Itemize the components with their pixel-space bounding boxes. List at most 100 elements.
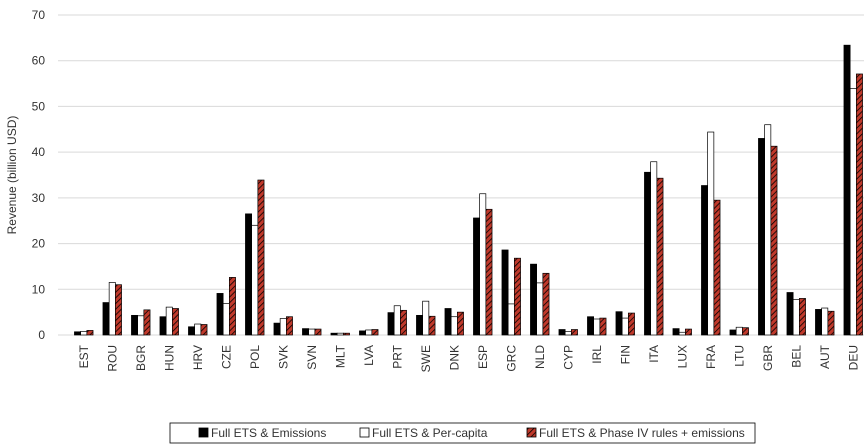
x-tick-label: POL <box>248 345 262 369</box>
x-tick-label: LTU <box>732 345 746 367</box>
x-tick-label: MLT <box>333 344 347 368</box>
x-tick-label: ESP <box>476 345 490 369</box>
bar <box>587 316 595 336</box>
x-tick-label: LUX <box>675 345 689 368</box>
bar <box>273 322 281 336</box>
bar <box>172 308 179 336</box>
legend-label: Full ETS & Emissions <box>211 426 326 440</box>
bar <box>764 124 772 336</box>
bar <box>302 328 310 336</box>
bar <box>444 308 452 336</box>
bar <box>501 249 509 336</box>
x-tick-label: NLD <box>533 345 547 369</box>
bar <box>713 199 721 336</box>
y-tick-label: 50 <box>32 99 46 113</box>
x-tick-label: ITA <box>647 345 661 363</box>
legend-swatch <box>526 427 537 438</box>
x-tick-label: BEL <box>789 345 803 368</box>
legend-label: Full ETS & Per-capita <box>372 426 488 440</box>
bar <box>457 311 464 336</box>
bar <box>245 213 252 336</box>
bar <box>570 329 578 336</box>
y-tick-label: 20 <box>32 237 46 251</box>
bar <box>729 329 737 336</box>
bar <box>530 263 538 336</box>
bar <box>102 302 110 336</box>
y-tick-label: 30 <box>32 191 46 205</box>
bar <box>86 330 94 336</box>
bar <box>507 303 515 336</box>
bar <box>536 282 544 336</box>
x-tick-label: FRA <box>704 345 718 369</box>
bar <box>257 179 265 336</box>
x-tick-label: ROU <box>105 345 119 372</box>
bar <box>650 161 658 336</box>
x-tick-label: GBR <box>761 345 775 371</box>
bar <box>188 326 195 336</box>
bar <box>770 145 778 336</box>
legend-swatch <box>359 427 370 438</box>
bar <box>815 309 823 336</box>
bar <box>450 316 458 336</box>
x-tick-label: HRV <box>191 345 205 370</box>
y-tick-label: 70 <box>32 8 46 22</box>
x-tick-label: PRT <box>390 344 404 368</box>
bar <box>159 316 167 336</box>
x-tick-label: SVN <box>305 345 319 370</box>
bar <box>656 177 664 336</box>
bar <box>137 315 145 336</box>
bar <box>165 306 173 336</box>
bar <box>855 73 863 336</box>
bar <box>758 138 766 336</box>
x-tick-label: EST <box>77 344 91 368</box>
bar <box>251 224 259 336</box>
bar <box>542 272 550 336</box>
bar <box>843 44 851 336</box>
x-tick-label: FIN <box>618 345 632 364</box>
x-tick-label: LVA <box>362 345 376 366</box>
y-tick-label: 10 <box>32 282 46 296</box>
bar <box>821 307 829 336</box>
bar <box>200 324 208 336</box>
x-tick-label: GRC <box>504 345 518 372</box>
bar <box>308 328 316 336</box>
x-tick-label: CZE <box>219 345 233 369</box>
bar <box>701 185 709 336</box>
bar <box>615 311 623 336</box>
bar <box>359 330 367 336</box>
bar <box>108 282 116 336</box>
bar <box>786 292 794 336</box>
x-tick-label: IRL <box>590 345 604 364</box>
bar <box>74 331 81 336</box>
bar <box>798 298 806 336</box>
bar <box>678 331 686 336</box>
bar <box>143 309 151 336</box>
bar <box>422 300 430 336</box>
bar <box>330 332 338 336</box>
bar <box>343 332 350 336</box>
bar <box>485 208 493 336</box>
bar <box>428 315 436 336</box>
bar <box>599 317 607 336</box>
bar <box>114 284 122 336</box>
x-tick-label: CYP <box>561 345 575 370</box>
bar <box>473 217 481 336</box>
bar <box>735 326 743 336</box>
y-tick-label: 60 <box>32 54 46 68</box>
bar <box>222 303 230 336</box>
bar <box>707 131 715 336</box>
bar <box>827 310 835 336</box>
bar <box>336 332 344 336</box>
x-tick-label: DEU <box>846 345 860 370</box>
bar <box>741 327 749 336</box>
bar <box>131 314 138 336</box>
x-tick-label: HUN <box>162 345 176 371</box>
bar <box>416 314 424 336</box>
bar <box>621 317 629 336</box>
x-tick-label: BGR <box>134 345 148 371</box>
bar <box>513 257 521 336</box>
legend-label: Full ETS & Phase IV rules + emissions <box>539 426 745 440</box>
bar <box>365 329 373 336</box>
bar <box>792 298 800 336</box>
